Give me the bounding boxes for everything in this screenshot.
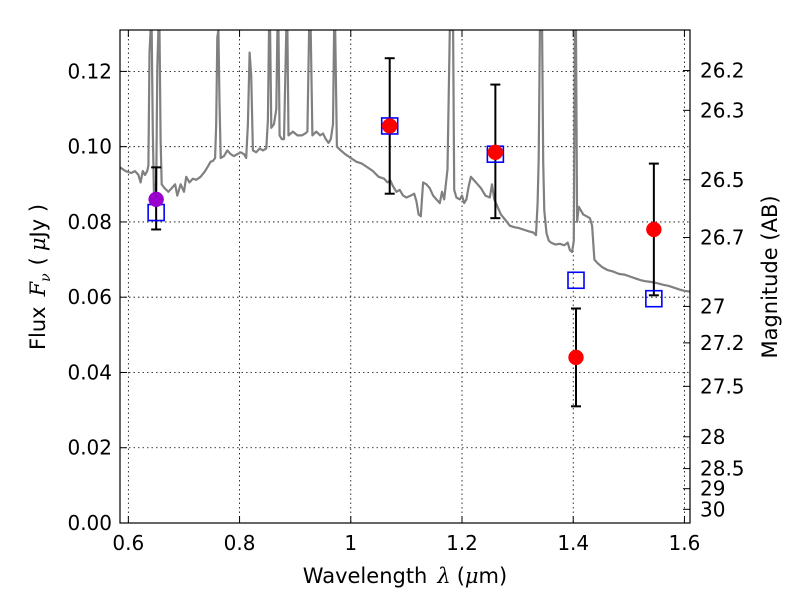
y2-tick-label: 27.2 (700, 331, 745, 355)
y-tick-label: 0.04 (67, 360, 112, 384)
observed-flux-point (148, 191, 164, 208)
y2-tick-label: 28.5 (700, 457, 745, 481)
model-photometry-square (567, 271, 585, 290)
x-tick-label: 0.8 (224, 531, 256, 555)
x-axis-title: Wavelength λ (μm) (303, 564, 507, 588)
observed-flux-point (381, 118, 398, 134)
x-tick-label: 1.2 (446, 531, 478, 555)
y2-tick-label: 27.5 (700, 374, 745, 398)
y2-tick-label: 27 (700, 294, 725, 318)
spectrum-line (120, 30, 690, 293)
markers (147, 57, 663, 408)
grid-lines (120, 30, 690, 524)
y2-tick-label: 26.2 (700, 59, 745, 83)
y2-tick-label: 26.3 (700, 98, 745, 122)
x-tick-label: 1.4 (557, 531, 589, 555)
y-axis-title: FluxFν(μJy ) (26, 204, 54, 350)
y2-tick-label: 29 (700, 477, 725, 501)
x-tick-label: 1 (344, 531, 357, 555)
y-tick-label: 0.12 (67, 59, 112, 83)
model-photometry-square (645, 289, 663, 308)
y2-tick-label: 30 (700, 497, 725, 521)
y2-tick-label: 26.5 (700, 168, 745, 192)
y2-axis-title: Magnitude (AB) (758, 195, 782, 358)
model-photometry-square (380, 117, 399, 135)
observed-flux-point (487, 144, 504, 161)
y-tick-label: 0.10 (67, 135, 112, 159)
y-tick-label: 0.00 (67, 511, 112, 535)
observed-flux-point (568, 349, 584, 366)
x-tick-label: 0.6 (112, 531, 144, 555)
y-tick-label: 0.08 (67, 210, 112, 234)
x-tick-label: 1.6 (669, 531, 701, 555)
plot-frame (119, 29, 691, 524)
y-tick-label: 0.02 (67, 436, 112, 460)
axis-ticks: 0.6 0.8 1 1.2 1.4 1.6 0.00 0.02 0.04 0.06 0.08 0.10… (67, 30, 745, 555)
y-tick-label: 0.06 (67, 285, 112, 309)
y2-tick-label: 26.7 (700, 226, 745, 250)
y2-tick-label: 28 (700, 425, 725, 449)
plot-area (120, 30, 690, 293)
observed-flux-point (646, 221, 662, 238)
